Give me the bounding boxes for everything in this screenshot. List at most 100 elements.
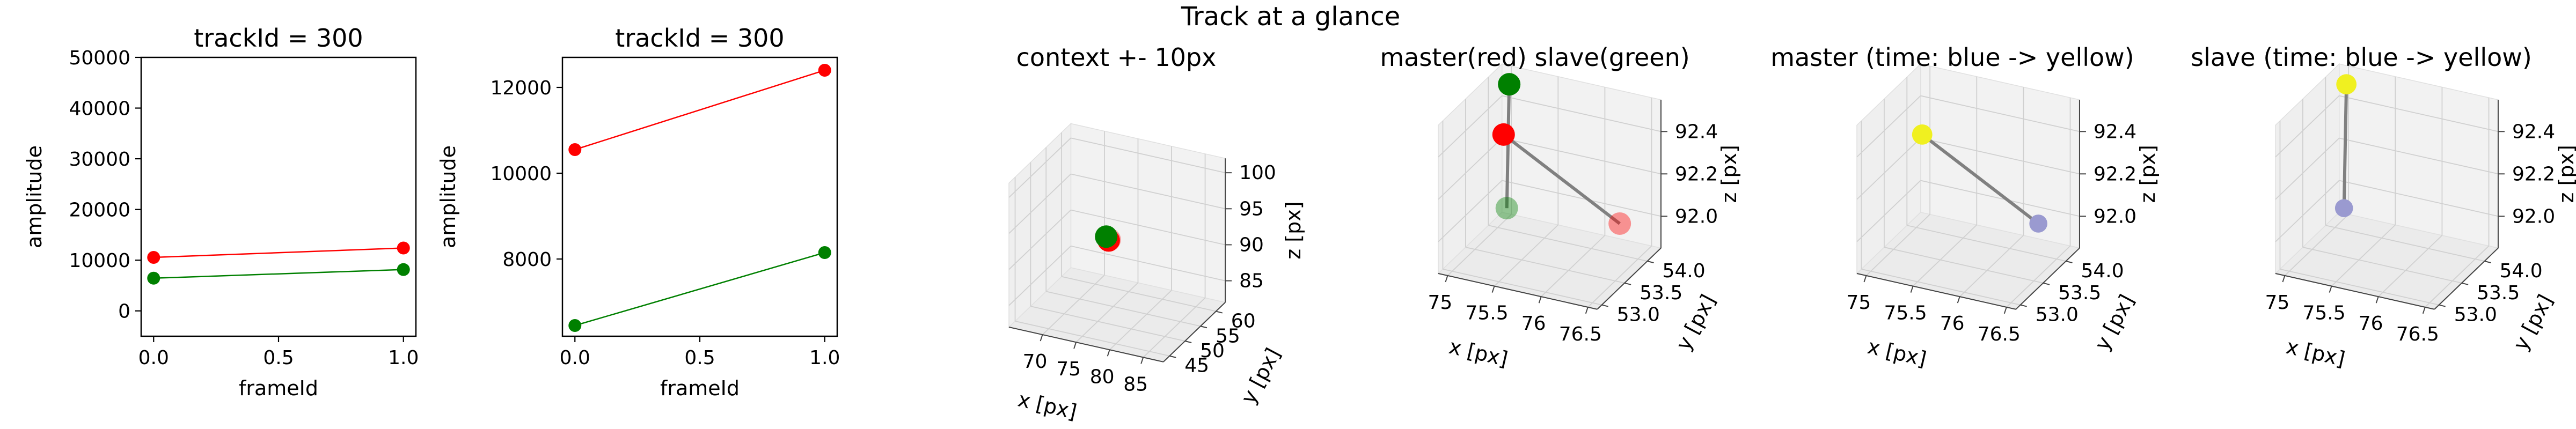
x-tick (1538, 296, 1542, 304)
scatter-point-2 (1912, 124, 1933, 145)
y-tick-label: 54.0 (1663, 260, 1706, 282)
scatter-point-2 (2336, 74, 2357, 95)
z-tick-label: 85 (1239, 270, 1264, 292)
x-axis-label: x [px] (1865, 335, 1929, 371)
connector-line-1 (1505, 84, 1511, 209)
chart-panels: 0.0 0.5 1.0 0 10000 20000 30000 40000 50000 track… (23, 24, 2576, 424)
grid-line (1030, 306, 1185, 342)
z-tick-label: 92.4 (2094, 121, 2136, 143)
data-point-1-2 (818, 64, 831, 77)
z-axis-label: z [px] (2555, 145, 2576, 203)
grid-line (1042, 275, 1105, 335)
scatter3d-chart-4: 75 75.5 76 76.5 53.053.554.0 92.0 92.2 92.4 x [p… (1380, 43, 1741, 371)
plot-frame (561, 56, 838, 337)
z-tick-label: 92.0 (2094, 205, 2136, 227)
y-tick (1647, 261, 1654, 263)
grid-line (1015, 321, 1170, 357)
x-tick-label: 1.0 (809, 347, 840, 369)
data-point-1-2 (397, 241, 410, 255)
chart-title: master(red) slave(green) (1380, 43, 1689, 72)
data-point-1-1 (568, 143, 582, 156)
x-axis-line (1008, 327, 1163, 363)
data-point-2-1 (568, 319, 582, 332)
y-tick-label: 53.0 (1617, 304, 1660, 326)
pane-side (1008, 122, 1072, 328)
data-point-2-2 (818, 246, 831, 259)
y-axis-line (2434, 247, 2499, 310)
x-axis-line (1438, 273, 1598, 310)
x-tick (1585, 307, 1589, 314)
y-axis-line (2015, 247, 2080, 310)
x-tick (1491, 286, 1495, 293)
y-tick-label: 30000 (69, 149, 130, 171)
y-tick-label: 50000 (69, 47, 130, 69)
y-tick-label: 10000 (69, 250, 130, 272)
y-tick (1601, 304, 1608, 307)
y-tick-label: 53.0 (2454, 304, 2497, 326)
grid-line (1861, 268, 2021, 306)
y-tick (2484, 261, 2491, 263)
y-tick-label: 10000 (490, 163, 552, 185)
x-tick-label: 0.5 (263, 347, 294, 369)
y-tick-label: 54.0 (2081, 260, 2124, 282)
grid-line (1865, 214, 1930, 276)
grid-line (1959, 235, 2024, 297)
y-tick-label: 55 (1216, 325, 1240, 347)
grid-line (1438, 180, 1503, 242)
grid-line (2284, 214, 2349, 276)
scatter3d-chart-5: 75 75.5 76 76.5 53.053.554.0 92.0 92.2 92.4 x [p… (1770, 43, 2160, 371)
x-tick-label: 70 (1023, 351, 1048, 373)
grid-line (1907, 225, 2066, 262)
grid-line (1502, 180, 1662, 217)
y-tick (2066, 261, 2073, 263)
scatter-point-3 (1608, 212, 1631, 235)
scatter-point-1 (2029, 214, 2047, 233)
chart-title: trackId = 300 (615, 24, 784, 53)
grid-line (1046, 291, 1201, 327)
grid-line (1502, 137, 1662, 175)
x-tick-label: 76.5 (2396, 323, 2439, 345)
plot-frame (140, 56, 417, 337)
y-tick (2043, 282, 2050, 285)
grid-line (1912, 224, 1977, 287)
scatter-point-3 (1095, 225, 1118, 248)
x-tick (1040, 334, 1043, 342)
grid-line (1587, 245, 1652, 308)
x-tick-label: 75.5 (1884, 302, 1927, 324)
grid-line (1143, 297, 1206, 358)
grid-line (1465, 247, 1625, 284)
x-axis-label: x [px] (1016, 388, 1079, 424)
connector-line-2 (1502, 133, 1621, 225)
grid-line (2339, 180, 2499, 217)
y-tick (1169, 355, 1176, 358)
x-tick (2329, 286, 2332, 293)
grid-line (1884, 247, 2044, 284)
y-tick (1200, 326, 1208, 329)
x-tick (1863, 275, 1867, 283)
x-axis-line (1856, 273, 2016, 310)
y-tick-label: 53.5 (1640, 282, 1682, 304)
scatter3d-chart-6: 75 75.5 76 76.5 53.053.554.0 92.0 92.2 92.4 x [p… (2191, 43, 2576, 371)
connector-line-1 (1921, 133, 2039, 225)
grid-line (2280, 268, 2439, 306)
y-tick-label: 54.0 (2500, 260, 2543, 282)
grid-line (1071, 137, 1226, 174)
x-tick-label: 0.0 (560, 347, 590, 369)
grid-line (1071, 245, 1226, 282)
x-tick-label: 76.5 (1559, 323, 1602, 345)
grid-line (1443, 268, 1602, 306)
x-tick-label: 75 (1847, 292, 1871, 314)
y-axis-line (1597, 247, 1662, 310)
x-tick-label: 75 (1428, 292, 1453, 314)
grid-line (1856, 137, 1921, 200)
z-tick-label: 92.4 (1675, 121, 1718, 143)
x-tick-label: 76 (1940, 313, 1965, 335)
y-tick (2461, 282, 2469, 285)
y-tick-label: 40000 (69, 98, 130, 120)
series-line-1 (574, 69, 825, 151)
y-tick (2020, 304, 2027, 307)
x-tick (1910, 286, 1914, 293)
grid-line (2325, 225, 2485, 262)
series-line-1 (153, 247, 404, 258)
